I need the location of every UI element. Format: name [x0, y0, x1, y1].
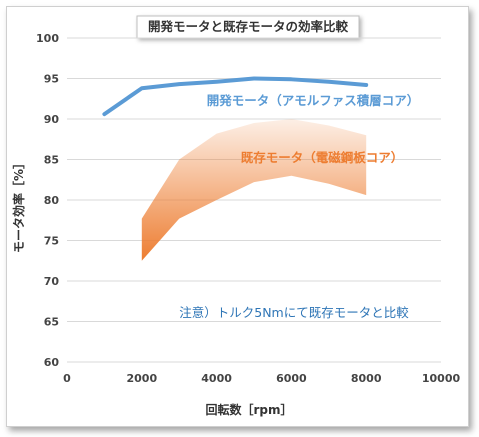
x-axis-title: 回転数［rpm］ [205, 402, 292, 417]
series-label-developed: 開発モータ（アモルファス積層コア） [207, 93, 420, 108]
y-tick-label: 90 [44, 113, 60, 126]
y-tick-label: 60 [44, 356, 60, 369]
x-tick-label: 6000 [276, 372, 307, 385]
chart-title: 開発モータと既存モータの効率比較 [148, 19, 349, 34]
series-layer [102, 76, 369, 261]
y-tick-label: 70 [44, 275, 60, 288]
y-tick-label: 85 [44, 154, 59, 167]
y-tick-label: 65 [44, 316, 59, 329]
y-tick-label: 95 [44, 73, 59, 86]
existing-motor-band [141, 119, 367, 261]
efficiency-chart: 開発モータと既存モータの効率比較 60 65 70 75 80 85 90 95 100 0 20… [11, 15, 460, 417]
note-annotation: 注意）トルク5Nmにて既存モータと比較 [179, 305, 409, 320]
y-tick-label: 80 [44, 194, 60, 207]
x-tick-label: 10000 [422, 372, 461, 385]
x-tick-label: 2000 [126, 372, 157, 385]
y-tick-label: 75 [44, 235, 59, 248]
series-label-existing: 既存モータ（電磁鋼板コア） [241, 150, 404, 165]
y-axis-ticks: 60 65 70 75 80 85 90 95 100 [36, 32, 59, 369]
x-tick-label: 8000 [351, 372, 382, 385]
x-tick-label: 4000 [201, 372, 232, 385]
x-axis-ticks: 0 2000 4000 6000 8000 10000 [63, 372, 460, 385]
x-tick-label: 0 [63, 372, 71, 385]
developed-motor-line [102, 76, 369, 117]
y-tick-label: 100 [36, 32, 59, 45]
y-axis-title: モータ効率［%］ [11, 157, 26, 253]
chart-frame: 開発モータと既存モータの効率比較 60 65 70 75 80 85 90 95 100 0 20… [6, 6, 469, 427]
